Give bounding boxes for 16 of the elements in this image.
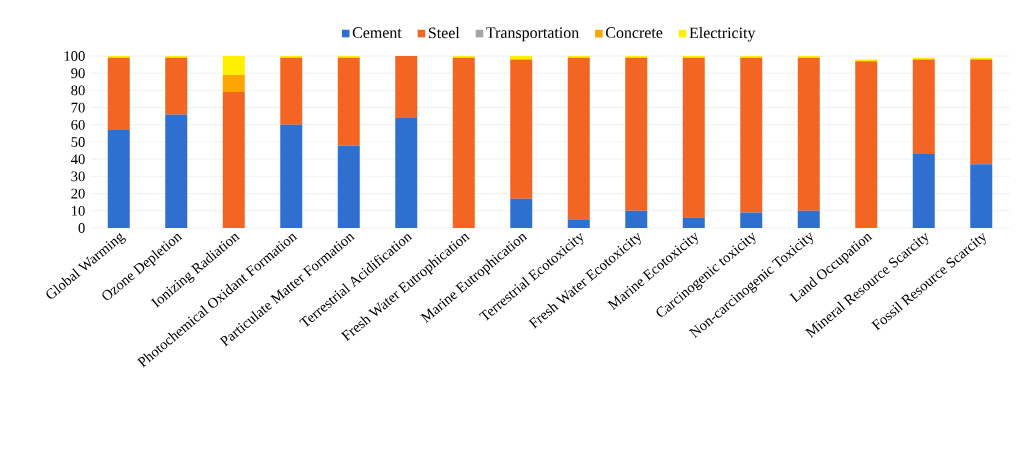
y-tick-label: 80	[71, 85, 85, 96]
y-tick-label: 100	[64, 51, 85, 61]
legend-label: Electricity	[689, 27, 756, 42]
legend-label: Transportation	[486, 27, 579, 42]
y-tick-label: 30	[71, 171, 85, 182]
legend-label: Steel	[428, 27, 460, 39]
y-tick-label: 10	[71, 205, 85, 216]
y-tick-label: 0	[78, 223, 85, 233]
y-tick-label: 20	[71, 188, 85, 199]
y-tick-label: 40	[70, 154, 85, 165]
y-tick-label: 70	[71, 102, 85, 113]
y-tick-label: 50	[71, 137, 85, 147]
legend-label: Concrete	[605, 27, 663, 38]
y-tick-label: 60	[71, 119, 85, 130]
legend-label: Cement	[352, 27, 402, 38]
y-tick-label: 90	[71, 68, 85, 79]
